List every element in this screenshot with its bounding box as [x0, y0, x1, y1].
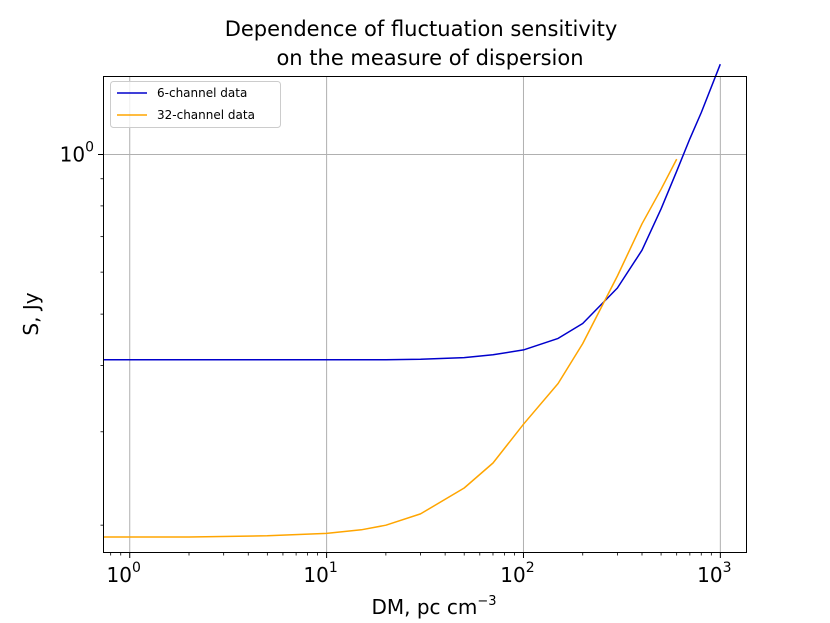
- x-axis-label-exponent: −3: [477, 594, 496, 609]
- x-tick-label-exponent: 1: [329, 560, 338, 576]
- y-axis-label: S, Jy: [19, 292, 43, 335]
- x-tick-label-1: 101: [303, 560, 337, 587]
- y-tick-label-base: 10: [60, 142, 85, 166]
- legend: 6-channel data 32-channel data: [110, 81, 281, 128]
- chart-title-line-2: on the measure of dispersion: [276, 46, 583, 70]
- series-line-32-channel-data: [104, 158, 678, 538]
- x-tick-label-base: 10: [303, 563, 328, 587]
- grid: [104, 77, 746, 552]
- legend-label-32-channel: 32-channel data: [157, 108, 255, 122]
- y-tick-label-exponent: 0: [85, 139, 94, 155]
- x-tick-label-base: 10: [697, 563, 722, 587]
- series-line-6-channel-data: [104, 63, 721, 361]
- chart-title-line-1: Dependence of fluctuation sensitivity: [225, 17, 618, 41]
- x-tick-label-2: 102: [500, 560, 534, 587]
- x-tick-label-exponent: 3: [723, 560, 732, 576]
- x-tick-label-0: 100: [107, 560, 141, 587]
- x-tick-label-exponent: 2: [526, 560, 535, 576]
- legend-label-6-channel: 6-channel data: [157, 86, 247, 100]
- y-tick-label-0: 100: [60, 139, 94, 166]
- series-lines: [104, 63, 721, 538]
- x-axis-label: DM, pc cm−3: [371, 594, 496, 619]
- x-tick-label-base: 10: [500, 563, 525, 587]
- x-tick-label-3: 103: [697, 560, 731, 587]
- x-axis-label-text: DM, pc cm: [371, 595, 477, 619]
- x-tick-label-base: 10: [107, 563, 132, 587]
- x-tick-label-exponent: 0: [132, 560, 141, 576]
- legend-box: [110, 81, 281, 128]
